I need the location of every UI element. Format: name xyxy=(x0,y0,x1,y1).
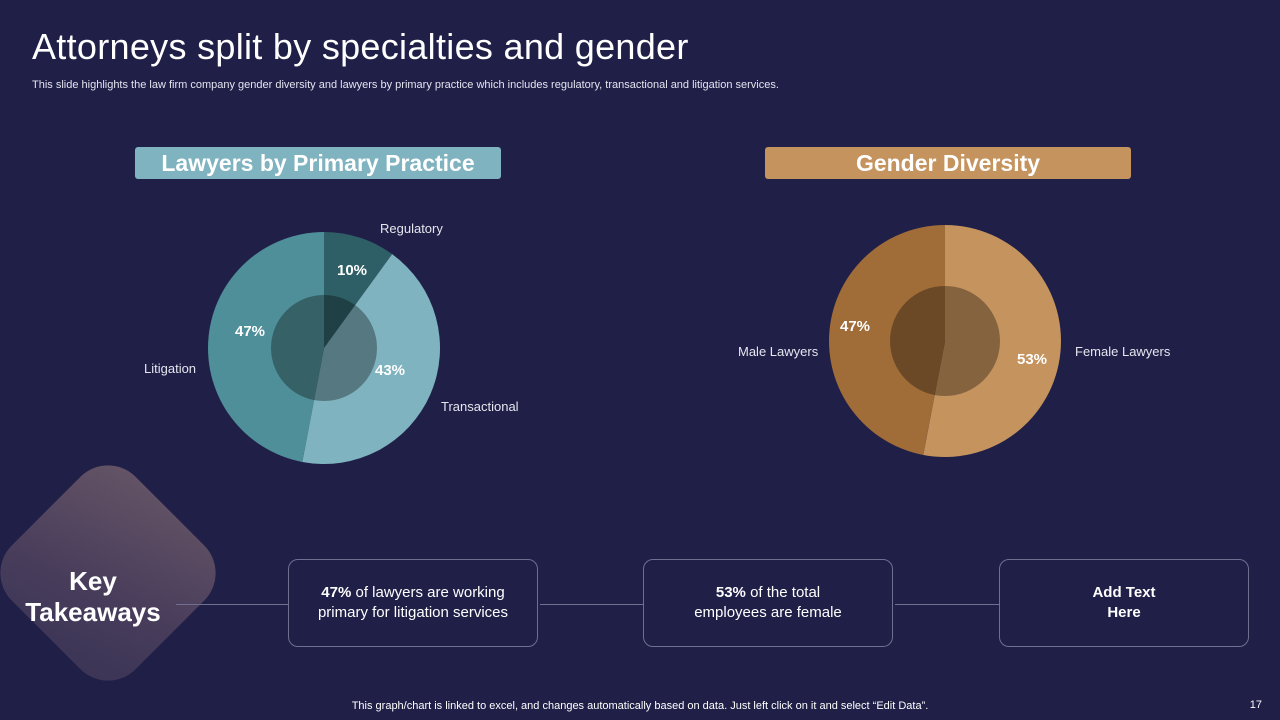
gender-inner-circle xyxy=(890,286,1000,396)
takeaway-2-bold: 53% xyxy=(715,584,746,601)
gender-pie[interactable] xyxy=(829,224,1062,457)
takeaway-1-text: of lawyers are working primary for litig… xyxy=(317,584,509,621)
takeaway-box-1[interactable]: 47% of lawyers are working primary for l… xyxy=(288,559,538,647)
key-heading-line1: Key xyxy=(69,566,117,596)
data-label-female: 53% xyxy=(1017,351,1048,368)
takeaway-1-bold: 47% xyxy=(321,584,352,601)
takeaway-3-bold: Add Text Here xyxy=(1092,584,1156,621)
legend-transactional: Transactional xyxy=(441,399,519,414)
gender-slice-female-lawyers[interactable] xyxy=(923,224,1062,457)
data-label-transactional: 43% xyxy=(375,362,406,379)
connector-line xyxy=(176,604,288,605)
legend-female: Female Lawyers xyxy=(1075,344,1171,359)
page-title: Attorneys split by specialties and gende… xyxy=(32,26,689,67)
takeaway-box-2[interactable]: 53% of the total employees are female xyxy=(643,559,893,647)
data-label-litigation: 47% xyxy=(235,323,266,340)
takeaway-2-text: of the total employees are female xyxy=(694,584,842,621)
practice-pie[interactable] xyxy=(208,232,440,464)
page-subtitle: This slide highlights the law firm compa… xyxy=(32,79,779,91)
connector-line xyxy=(895,604,999,605)
practice-inner-circle xyxy=(271,295,377,401)
data-label-regulatory: 10% xyxy=(337,262,368,279)
takeaway-box-3[interactable]: Add Text Here xyxy=(999,559,1249,647)
gender-slice-male-lawyers[interactable] xyxy=(829,225,945,455)
connector-line xyxy=(540,604,643,605)
legend-regulatory: Regulatory xyxy=(380,221,443,236)
data-label-male: 47% xyxy=(840,318,871,335)
key-heading-line2: Takeaways xyxy=(25,597,161,627)
legend-litigation: Litigation xyxy=(144,361,197,376)
gender-chart-title: Gender Diversity xyxy=(765,147,1131,179)
footer-note: This graph/chart is linked to excel, and… xyxy=(351,700,929,712)
legend-male: Male Lawyers xyxy=(738,344,819,359)
practice-chart-title: Lawyers by Primary Practice xyxy=(135,147,501,179)
practice-slice-regulatory[interactable] xyxy=(324,232,393,348)
page-number: 17 xyxy=(1249,699,1262,711)
practice-slice-litigation[interactable] xyxy=(208,232,324,462)
practice-slice-transactional[interactable] xyxy=(302,254,440,464)
key-takeaways-heading: Key Takeaways xyxy=(10,566,176,628)
